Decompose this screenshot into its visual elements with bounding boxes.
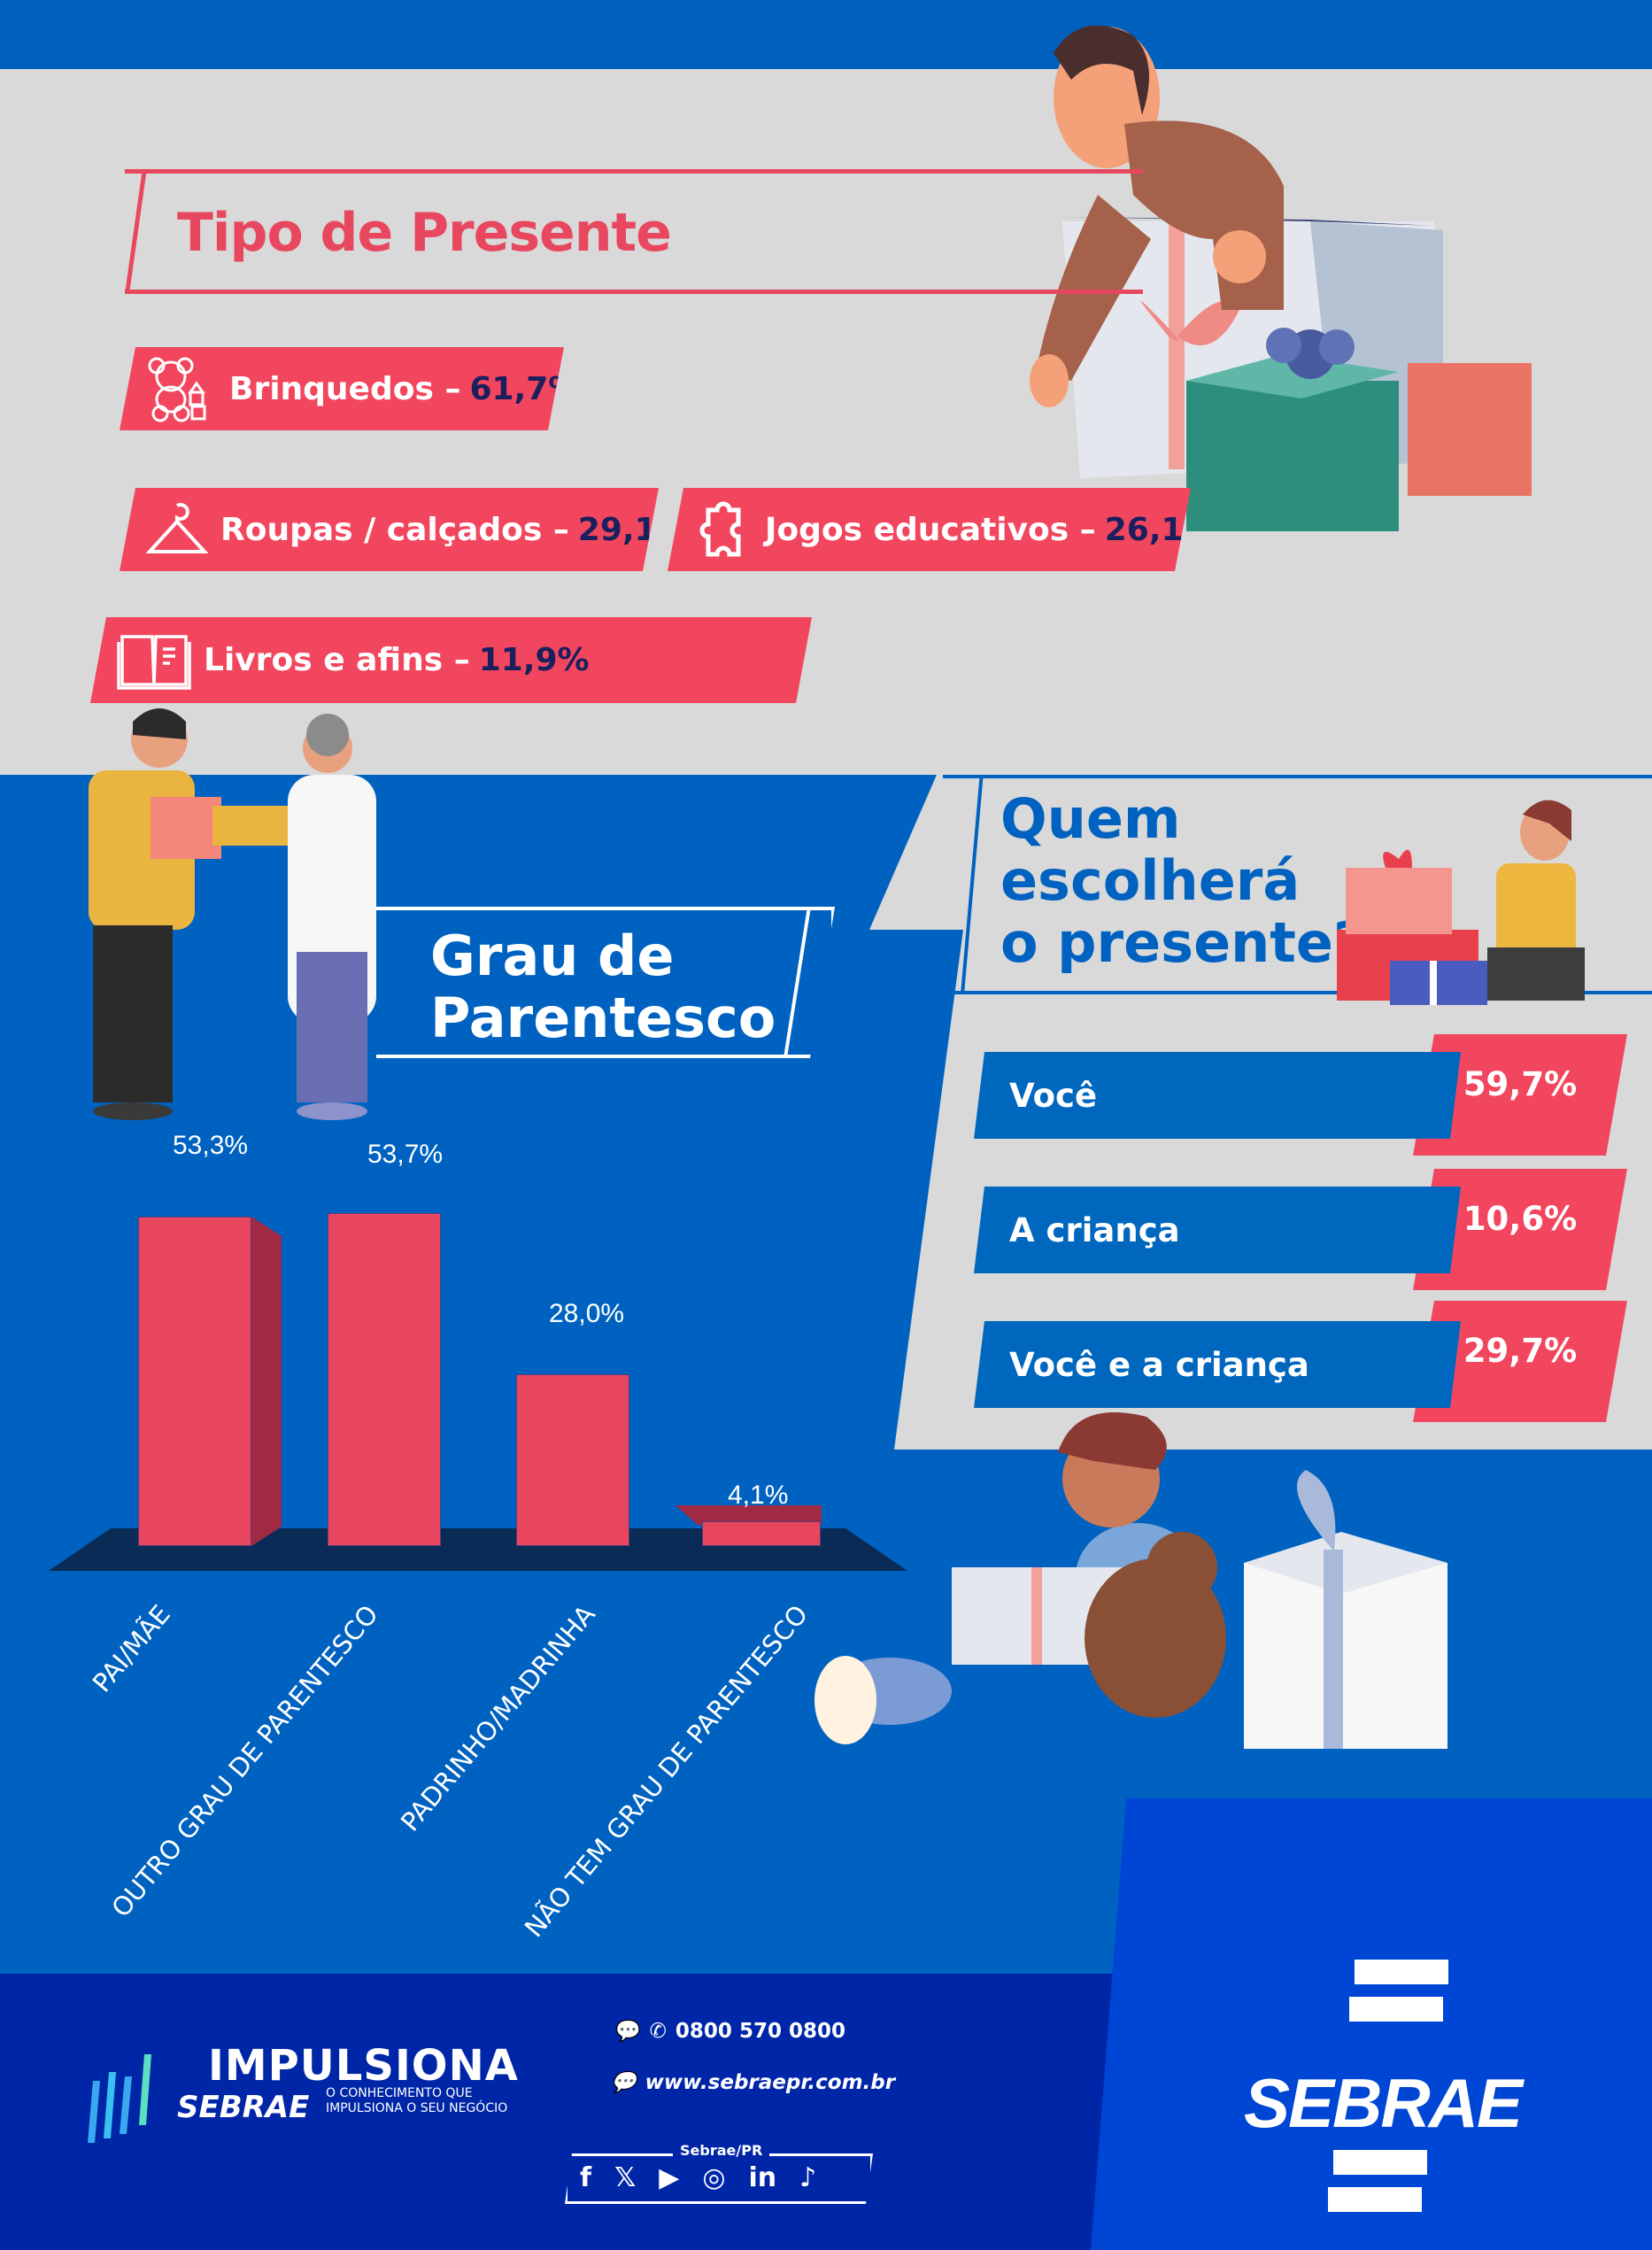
website-link: www.sebraepr.com.br — [645, 2070, 896, 2094]
contact-website[interactable]: 💬 www.sebraepr.com.br — [611, 2070, 896, 2095]
gift-type-livros: Livros e afins – 11,9% — [90, 617, 812, 703]
chart-bar-padrinho — [516, 1374, 629, 1546]
x-icon[interactable]: 𝕏 — [614, 2162, 637, 2193]
tipo-presente-title: Tipo de Presente — [177, 202, 672, 264]
title-line: o presente? — [1000, 910, 1365, 975]
boy-teddy-illustration — [814, 1412, 1447, 1749]
gift-type-brinquedos: Brinquedos – 61,7% — [120, 347, 564, 430]
youtube-icon[interactable]: ▶ — [659, 2162, 680, 2193]
impulsiona-logo-bars — [88, 2054, 151, 2143]
sebrae-logo-stripe — [1328, 2187, 1422, 2212]
who-chooses-label: Você e a criança — [1009, 1345, 1309, 1384]
title-line: escolherá — [1000, 848, 1301, 913]
couple-gift-illustration — [89, 708, 376, 1120]
top-bar — [0, 0, 1652, 69]
impulsiona-title: IMPULSIONA — [208, 2041, 519, 2091]
chat-icon: 💬 — [615, 2020, 641, 2043]
who-chooses-label: A criança — [1009, 1210, 1180, 1249]
impulsiona-tagline: O CONHECIMENTO QUE IMPULSIONA O SEU NEGÓ… — [326, 2086, 507, 2116]
contact-phone[interactable]: 💬 ✆ 0800 570 0800 — [615, 2019, 845, 2044]
who-chooses-ambos: Você e a criança — [974, 1321, 1461, 1408]
social-icons: f 𝕏 ▶ ◎ in ♪ — [580, 2162, 816, 2193]
who-chooses-value: 29,7% — [1463, 1332, 1578, 1370]
tagline-line: IMPULSIONA O SEU NEGÓCIO — [326, 2101, 508, 2115]
gift-type-label: Livros e afins – — [204, 642, 470, 678]
who-chooses-value: 59,7% — [1463, 1065, 1578, 1103]
sebrae-logo-stripe — [1355, 1960, 1448, 1984]
puzzle-icon — [694, 498, 753, 561]
tagline-line: O CONHECIMENTO QUE — [326, 2086, 473, 2100]
gift-type-label: Jogos educativos – — [765, 511, 1096, 548]
boy-with-gift-illustration — [1030, 25, 1532, 531]
gift-type-roupas: Roupas / calçados – 29,1% — [120, 488, 659, 571]
title-line: Grau de — [430, 924, 675, 988]
instagram-icon[interactable]: ◎ — [702, 2162, 726, 2193]
who-chooses-value: 10,6% — [1463, 1200, 1578, 1238]
sebrae-logo-stripe — [1333, 2150, 1427, 2175]
tiktok-icon[interactable]: ♪ — [799, 2162, 817, 2193]
chart-value-label: 28,0% — [549, 1299, 625, 1328]
title-line: Parentesco — [430, 986, 776, 1050]
gift-type-label: Brinquedos – — [229, 370, 461, 407]
title-line: Quem — [1000, 786, 1181, 851]
book-icon — [117, 631, 191, 690]
who-chooses-voce: Você — [974, 1052, 1461, 1139]
facebook-icon[interactable]: f — [580, 2162, 592, 2193]
who-chooses-crianca: A criança — [974, 1187, 1461, 1273]
quem-title-box — [943, 775, 1652, 994]
chart-bar-side — [251, 1217, 282, 1546]
chart-bar-top — [675, 1505, 822, 1525]
sebrae-logo: SEBRAE — [1244, 2064, 1523, 2142]
quem-escolhera-title: Quem escolherá o presente? — [1000, 788, 1365, 974]
kneeling-boy-illustration — [1337, 800, 1585, 1005]
sebrae-logo-stripe — [1349, 1997, 1443, 2022]
chart-bar-pai-mae — [138, 1217, 251, 1546]
tipo-presente-title-box — [125, 169, 1143, 294]
gift-type-label: Roupas / calçados – — [220, 511, 569, 548]
impulsiona-sebrae: SEBRAE — [177, 2090, 310, 2125]
chart-value-label: 53,3% — [173, 1131, 249, 1160]
phone-number: 0800 570 0800 — [675, 2019, 845, 2043]
chart-bar-nao-tem — [702, 1521, 821, 1546]
whatsapp-icon: ✆ — [649, 2019, 667, 2043]
teddy-bear-icon — [146, 353, 217, 424]
chart-value-label: 4,1% — [728, 1481, 789, 1510]
chat-icon: 💬 — [611, 2071, 637, 2094]
who-chooses-label: Você — [1009, 1076, 1098, 1115]
gift-type-jogos: Jogos educativos – 26,1% — [668, 488, 1191, 571]
hanger-icon — [146, 499, 208, 561]
linkedin-icon[interactable]: in — [748, 2162, 777, 2193]
sebrae-logo-panel — [1091, 1798, 1652, 2250]
chart-value-label: 53,7% — [367, 1140, 444, 1169]
gift-type-value: 11,9% — [478, 642, 590, 678]
chart-bar-outro-grau — [328, 1213, 441, 1546]
social-handle: Sebrae/PR — [673, 2142, 770, 2159]
grau-parentesco-title: Grau de Parentesco — [430, 925, 776, 1049]
